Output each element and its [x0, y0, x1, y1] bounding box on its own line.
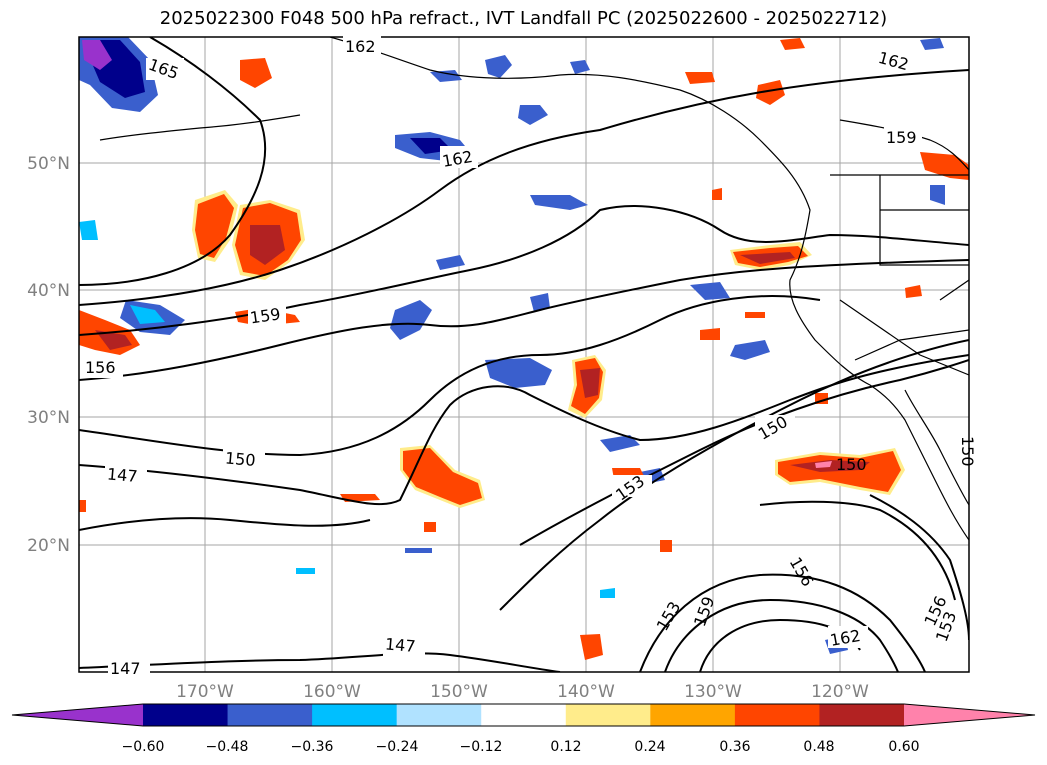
lon-label: 130°W	[684, 682, 742, 702]
contour-lines	[79, 37, 969, 672]
colorbar-bin	[650, 704, 736, 726]
colorbar-extend-high	[904, 704, 1035, 726]
colorbar	[11, 703, 1036, 727]
lon-label: 170°W	[176, 682, 234, 702]
colorbar-bin	[819, 704, 905, 726]
colorbar-bin	[734, 704, 820, 726]
lon-label: 120°W	[811, 682, 869, 702]
negative-anomaly-patches	[79, 37, 945, 654]
colorbar-bin	[565, 704, 651, 726]
colorbar-tick-label: −0.12	[460, 739, 503, 755]
lon-label: 160°W	[303, 682, 361, 702]
contour-label: 150	[958, 436, 977, 467]
gridlines	[79, 37, 969, 672]
contour-labels: 165 162 162 162 159 159 156 150 150 147 …	[83, 36, 977, 678]
latitude-labels: 50°N 40°N 30°N 20°N	[27, 154, 70, 556]
lat-label: 30°N	[27, 408, 70, 428]
colorbar-tick-label: 0.60	[888, 739, 919, 755]
contour-label: 147	[110, 659, 141, 678]
colorbar-bin	[227, 704, 313, 726]
colorbar-tick-label: −0.36	[291, 739, 334, 755]
contour-label: 156	[85, 358, 116, 377]
contour-label: 156	[786, 554, 818, 590]
lat-label: 20°N	[27, 536, 70, 556]
contour-label: 147	[384, 634, 416, 656]
colorbar-bin	[143, 704, 229, 726]
colorbar-tick-label: 0.48	[803, 739, 834, 755]
lat-label: 40°N	[27, 281, 70, 301]
colorbar-bin	[312, 704, 398, 726]
positive-anomaly-patches	[79, 38, 969, 660]
contour-label: 147	[106, 464, 138, 486]
contour-label: 153	[653, 598, 685, 634]
colorbar-bin	[396, 704, 482, 726]
colorbar-tick-label: −0.60	[122, 739, 165, 755]
colorbar-extend-low	[12, 704, 143, 726]
contour-label: 159	[249, 304, 282, 327]
colorbar-ticks: −0.60 −0.48 −0.36 −0.24 −0.12 0.12 0.24 …	[122, 739, 920, 755]
colorbar-tick-label: −0.24	[376, 739, 419, 755]
contour-label: 162	[345, 37, 376, 56]
lon-label: 150°W	[430, 682, 488, 702]
colorbar-tick-label: −0.48	[206, 739, 249, 755]
colorbar-tick-label: 0.36	[719, 739, 750, 755]
lon-label: 140°W	[557, 682, 615, 702]
longitude-labels: 170°W 160°W 150°W 140°W 130°W 120°W	[176, 682, 869, 702]
coastlines	[99, 37, 969, 541]
colorbar-outline	[11, 703, 1036, 727]
contour-label: 159	[886, 128, 917, 147]
contour-label: 150	[836, 455, 867, 474]
map-title: 2025022300 F048 500 hPa refract., IVT La…	[159, 8, 888, 29]
contour-label: 150	[224, 448, 256, 470]
colorbar-tick-label: 0.24	[634, 739, 665, 755]
colorbar-tick-label: 0.12	[550, 739, 581, 755]
colorbar-bin	[481, 704, 567, 726]
map-frame	[78, 36, 970, 673]
lat-label: 50°N	[27, 154, 70, 174]
